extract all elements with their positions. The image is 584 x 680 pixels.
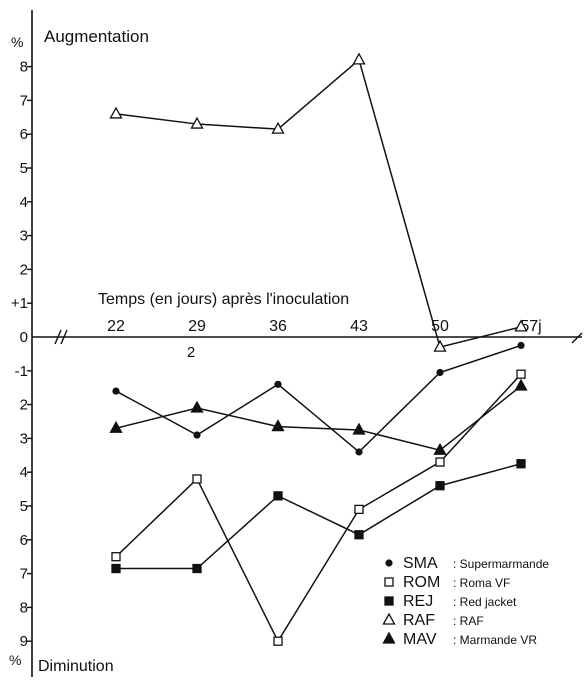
legend-code-raf: RAF [403, 612, 435, 629]
data-point-mav [109, 420, 123, 433]
data-point-mav [352, 422, 366, 435]
y-tick-label: 4 [20, 194, 28, 211]
x-tick-labels: 22 29 36 43 50 57j [107, 318, 542, 335]
y-tick-label: 5 [20, 160, 28, 177]
data-point-rej [435, 481, 445, 491]
data-point-rej [354, 530, 364, 540]
x-tick-label: 43 [350, 318, 368, 335]
legend-code-rej: REJ [403, 593, 433, 610]
y-tick-label: 2 [20, 261, 28, 278]
series-line-sma [115, 344, 522, 453]
series-raf [109, 52, 528, 352]
data-point-rom [435, 457, 445, 467]
data-point-sma [517, 341, 525, 350]
data-point-rom [516, 369, 526, 379]
axis-break-mark [54, 329, 68, 345]
top-label: Augmentation [44, 27, 149, 46]
y-tick-labels-bottom: 0 -1 2 3 4 5 6 7 8 9 [15, 329, 32, 650]
legend-marker-rej [384, 596, 394, 606]
series-line-mav [115, 385, 522, 452]
legend: SMA : Supermarmande ROM : Roma VF REJ : Red j… [382, 555, 549, 648]
y-tick-label: 0 [20, 329, 28, 346]
y-tick-label: 5 [20, 498, 28, 515]
data-point-rej [273, 491, 283, 501]
y-tick-label: 6 [20, 532, 28, 549]
x-extra-label: 2 [187, 344, 195, 361]
y-tick-label: 9 [20, 633, 28, 650]
data-point-raf [352, 52, 366, 65]
legend-code-sma: SMA [403, 555, 438, 572]
y-tick-label: 8 [20, 59, 28, 76]
data-point-sma [355, 448, 363, 456]
legend-marker-sma [385, 559, 393, 567]
data-point-sma [193, 431, 201, 439]
y-tick-label: 7 [20, 92, 28, 109]
x-tick-label: 22 [107, 318, 125, 335]
y-tick-label: 3 [20, 430, 28, 447]
legend-desc-sma: : Supermarmande [453, 557, 549, 571]
series-sma [112, 341, 525, 456]
y-tick-label: 7 [20, 566, 28, 583]
bottom-unit: % [9, 652, 21, 668]
x-axis-title: Temps (en jours) après l'inoculation [98, 291, 349, 308]
legend-marker-mav [382, 631, 396, 644]
y-tick-label: +1 [11, 295, 28, 312]
x-tick-label: 29 [188, 318, 206, 335]
legend-marker-raf [382, 612, 396, 625]
data-point-sma [112, 387, 120, 395]
data-point-rom [192, 474, 202, 484]
data-point-rej [516, 459, 526, 469]
y-tick-label: 2 [20, 397, 28, 414]
legend-desc-mav: : Marmande VR [453, 633, 537, 647]
bottom-label: Diminution [38, 658, 114, 675]
data-point-mav [190, 400, 204, 413]
data-point-raf [190, 116, 204, 129]
series-rom [111, 369, 526, 646]
legend-code-mav: MAV [403, 631, 437, 648]
data-point-sma [436, 368, 444, 377]
data-point-rej [111, 563, 121, 574]
y-tick-labels-top: +1 2 3 4 5 6 7 8 [11, 59, 32, 312]
series-rej [111, 459, 526, 574]
top-unit: % [11, 34, 23, 50]
y-tick-label: -1 [15, 363, 28, 380]
series-mav [109, 378, 528, 455]
series-line-raf [115, 58, 522, 349]
y-tick-label: 6 [20, 126, 28, 143]
legend-marker-rom [384, 577, 394, 587]
data-point-mav [433, 442, 447, 455]
legend-code-rom: ROM [403, 574, 440, 591]
series-line-rom [115, 373, 522, 643]
series-layer [109, 52, 528, 646]
data-point-mav [271, 419, 285, 432]
data-point-mav [514, 378, 528, 391]
data-point-raf [514, 319, 528, 332]
y-tick-label: 4 [20, 464, 28, 481]
legend-desc-raf: : RAF [453, 614, 484, 628]
data-point-raf [271, 121, 285, 134]
data-point-rom [354, 504, 364, 515]
x-axis-arrow [571, 332, 583, 344]
data-point-rej [192, 563, 202, 574]
data-point-sma [274, 380, 282, 388]
series-line-rej [116, 463, 522, 570]
data-point-rom [111, 552, 121, 562]
x-tick-label: 36 [269, 318, 287, 335]
y-tick-label: 8 [20, 599, 28, 616]
legend-desc-rej: : Red jacket [453, 595, 517, 609]
data-point-rom [273, 636, 283, 646]
data-point-raf [109, 106, 123, 119]
data-point-raf [433, 339, 447, 352]
y-tick-label: 3 [20, 228, 28, 245]
legend-desc-rom: : Roma VF [453, 576, 510, 590]
